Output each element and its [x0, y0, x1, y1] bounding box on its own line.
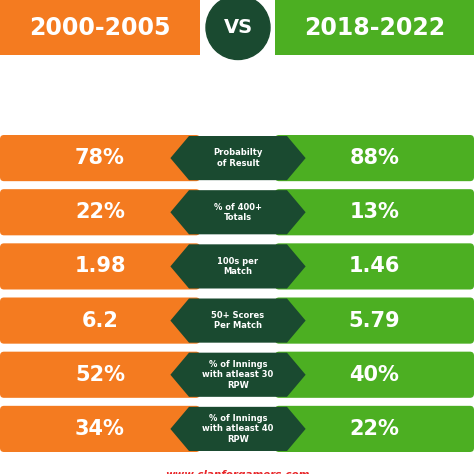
- Text: % of 400+
Totals: % of 400+ Totals: [214, 202, 262, 222]
- FancyBboxPatch shape: [0, 298, 200, 344]
- FancyBboxPatch shape: [0, 135, 200, 181]
- Text: 5.79: 5.79: [349, 310, 401, 330]
- Polygon shape: [170, 353, 306, 397]
- Text: 22%: 22%: [349, 419, 400, 439]
- Bar: [275, 0, 474, 55]
- Polygon shape: [170, 299, 306, 343]
- Text: 52%: 52%: [75, 365, 125, 385]
- FancyBboxPatch shape: [0, 189, 200, 235]
- Text: 1.46: 1.46: [349, 256, 400, 276]
- FancyBboxPatch shape: [275, 243, 474, 290]
- Text: 2000-2005: 2000-2005: [29, 16, 171, 39]
- Polygon shape: [170, 244, 306, 289]
- Text: Probabilty
of Result: Probabilty of Result: [213, 148, 263, 168]
- FancyBboxPatch shape: [275, 189, 474, 235]
- FancyBboxPatch shape: [275, 135, 474, 181]
- Text: 1.98: 1.98: [74, 256, 126, 276]
- FancyBboxPatch shape: [275, 352, 474, 398]
- Text: 6.2: 6.2: [82, 310, 118, 330]
- Text: VS: VS: [223, 18, 253, 37]
- Text: www.clanforgamers.com: www.clanforgamers.com: [165, 470, 309, 474]
- Text: 78%: 78%: [75, 148, 125, 168]
- FancyBboxPatch shape: [275, 298, 474, 344]
- Polygon shape: [170, 407, 306, 451]
- FancyBboxPatch shape: [0, 352, 200, 398]
- Polygon shape: [170, 136, 306, 180]
- Text: 13%: 13%: [349, 202, 400, 222]
- FancyBboxPatch shape: [0, 406, 200, 452]
- Text: 22%: 22%: [75, 202, 125, 222]
- Text: 40%: 40%: [349, 365, 400, 385]
- Text: 50+ Scores
Per Match: 50+ Scores Per Match: [211, 311, 264, 330]
- Text: 88%: 88%: [349, 148, 400, 168]
- Text: 34%: 34%: [75, 419, 125, 439]
- Text: 2018-2022: 2018-2022: [304, 16, 445, 39]
- FancyBboxPatch shape: [0, 243, 200, 290]
- Polygon shape: [170, 190, 306, 234]
- FancyBboxPatch shape: [275, 406, 474, 452]
- Text: % of Innings
with atleast 30
RPW: % of Innings with atleast 30 RPW: [202, 360, 273, 390]
- Text: % of Innings
with atleast 40
RPW: % of Innings with atleast 40 RPW: [202, 414, 273, 444]
- Text: 100s per
Match: 100s per Match: [218, 257, 258, 276]
- Bar: [0, 0, 200, 55]
- Circle shape: [206, 0, 270, 60]
